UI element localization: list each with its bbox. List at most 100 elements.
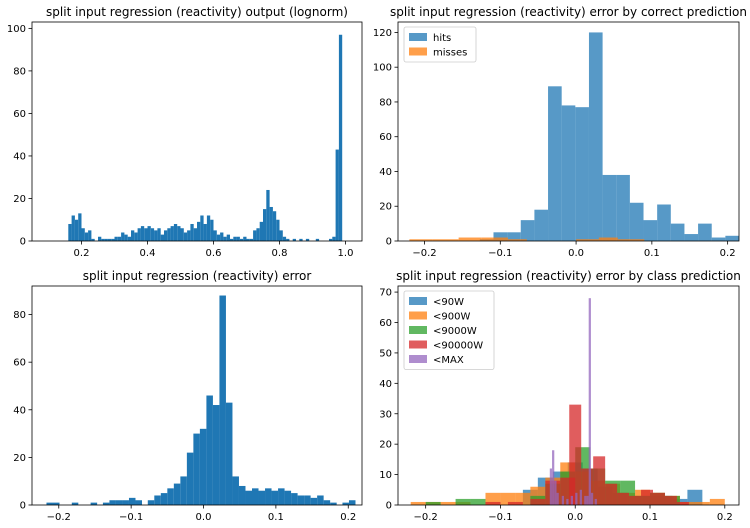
bar [74,219,79,241]
bar [284,490,292,505]
x-tick-label: −0.2 [412,248,436,259]
bar [687,489,703,505]
bar [485,501,501,505]
axes-frame [397,285,740,506]
bar [575,492,578,505]
bar [124,234,128,241]
bar [173,483,181,505]
bar [259,221,263,241]
bar [425,501,441,505]
bar [548,86,562,241]
y-tick-label: 10 [379,470,392,481]
y-tick-label: 40 [13,405,26,416]
bar [588,298,591,505]
legend: hits misses [403,26,477,63]
bar [579,489,582,505]
bar [226,234,230,241]
bar [586,495,589,506]
bar [200,215,204,241]
bar [122,500,129,505]
x-tick-label: −0.2 [414,512,438,523]
bar [180,228,184,241]
legend-swatch [409,33,427,41]
x-tick-label: −0.1 [488,512,512,523]
bar [602,174,617,241]
legend-swatch [409,326,427,334]
bar [576,239,599,241]
y-tick-label: 0 [20,501,26,512]
bar [534,209,549,241]
bar [265,488,272,505]
axes-frame [397,21,740,242]
x-tick-label: 0.1 [268,512,284,523]
bar [167,228,171,241]
bar [561,495,565,506]
y-tick-label: 0 [386,501,392,512]
axes-frame [31,285,363,506]
bar [276,219,280,241]
bar [127,236,131,241]
bar [121,232,125,241]
bar [258,490,266,505]
bars [410,298,725,506]
bar [520,220,535,241]
bar [507,239,527,241]
bar [232,476,239,505]
axes-frame [31,21,363,242]
bar [507,501,523,505]
bar [102,502,110,505]
bar [190,223,194,241]
bar [131,230,135,241]
bar [286,238,290,241]
chart-2: −0.2 −0.1 0.0 0.1 0.2 0 20 40 60 80 100 120 split in… [373,5,747,259]
legend-swatch [409,340,427,349]
bar [104,238,108,241]
bar [664,495,677,506]
bar [236,236,240,241]
y-tick-label: 0 [20,237,26,248]
x-tick-label: −0.1 [119,512,143,523]
bar [725,235,739,241]
bar [230,238,234,241]
bar [272,211,277,241]
bar [297,495,305,505]
bar [223,236,227,241]
bar [52,502,60,505]
bar [342,502,349,505]
x-tick-label: −0.2 [47,512,71,523]
bar [249,238,254,241]
bar [291,493,298,505]
bar [253,230,257,241]
bar [279,230,283,241]
series-2 [409,237,645,241]
bar [135,500,142,505]
bar [684,234,699,241]
bar [177,226,181,241]
bar [617,492,630,505]
legend-label: hits [433,33,451,44]
bar [137,228,141,241]
legend-label: <90W [433,297,464,308]
bar [458,237,482,241]
bar [213,230,217,241]
x-tick-label: 0.2 [340,512,356,523]
bar [71,502,79,505]
chart-title: split input regression (reactivity) erro… [396,269,741,283]
bar [605,483,618,505]
bar [530,498,546,505]
bar [278,488,285,505]
y-tick-label: 60 [13,358,26,369]
bar [485,492,501,505]
bar [225,402,233,505]
bar [561,105,576,242]
y-tick-label: 100 [373,63,392,74]
bar [641,489,653,505]
bar [332,236,336,241]
y-tick-label: 80 [13,310,26,321]
legend-label: misses [433,48,467,59]
chart-title: split input regression (reactivity) erro… [390,5,747,19]
legend: <90W <900W <9000W <90000W <MAX [403,290,495,370]
bar [643,220,658,241]
series-1 [68,34,343,242]
bar [114,236,118,241]
